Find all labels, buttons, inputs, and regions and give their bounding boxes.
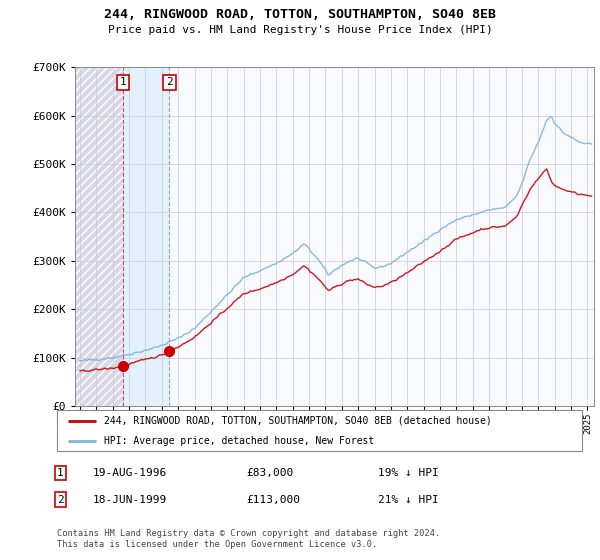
FancyBboxPatch shape — [57, 410, 582, 451]
Text: £113,000: £113,000 — [246, 494, 300, 505]
Bar — [123, 67, 169, 406]
Text: Contains HM Land Registry data © Crown copyright and database right 2024.
This d: Contains HM Land Registry data © Crown c… — [57, 529, 440, 549]
Text: 244, RINGWOOD ROAD, TOTTON, SOUTHAMPTON, SO40 8EB (detached house): 244, RINGWOOD ROAD, TOTTON, SOUTHAMPTON,… — [104, 416, 492, 426]
Bar — [72, 67, 123, 406]
Text: 21% ↓ HPI: 21% ↓ HPI — [378, 494, 439, 505]
Bar — [72, 67, 123, 406]
Text: 19% ↓ HPI: 19% ↓ HPI — [378, 468, 439, 478]
Text: 244, RINGWOOD ROAD, TOTTON, SOUTHAMPTON, SO40 8EB: 244, RINGWOOD ROAD, TOTTON, SOUTHAMPTON,… — [104, 8, 496, 21]
Text: 18-JUN-1999: 18-JUN-1999 — [93, 494, 167, 505]
Bar — [169, 67, 600, 406]
Text: 19-AUG-1996: 19-AUG-1996 — [93, 468, 167, 478]
Text: Price paid vs. HM Land Registry's House Price Index (HPI): Price paid vs. HM Land Registry's House … — [107, 25, 493, 35]
Text: 1: 1 — [57, 468, 64, 478]
Text: £83,000: £83,000 — [246, 468, 293, 478]
Text: 1: 1 — [120, 77, 127, 87]
Text: HPI: Average price, detached house, New Forest: HPI: Average price, detached house, New … — [104, 436, 374, 446]
Text: 2: 2 — [57, 494, 64, 505]
Text: 2: 2 — [166, 77, 173, 87]
